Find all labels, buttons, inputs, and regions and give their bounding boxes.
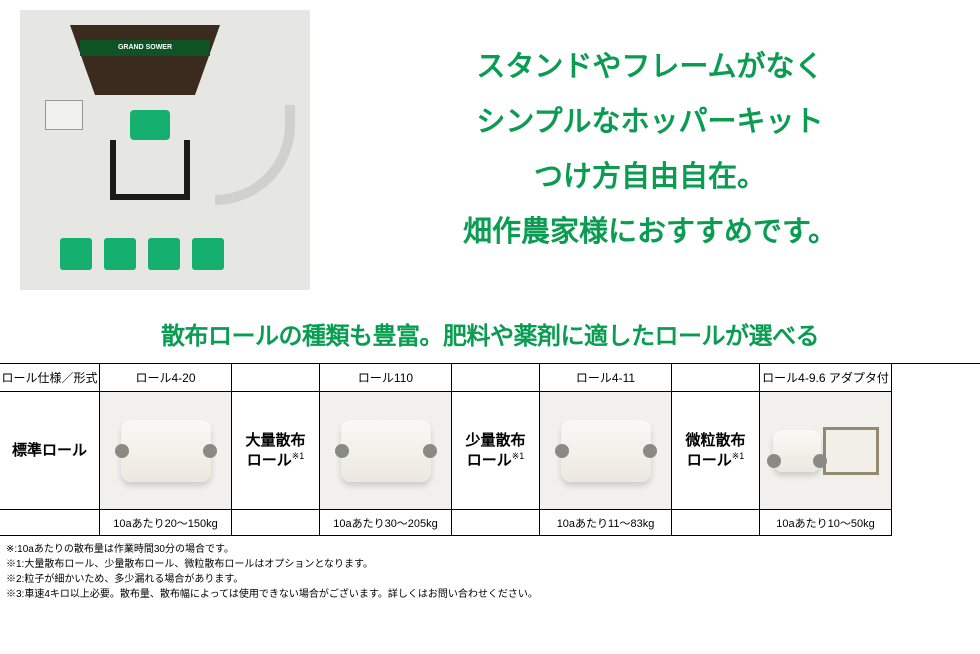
roll-cylinder-icon xyxy=(341,420,431,482)
roll-spec-table: ロール仕様／形式 ロール4-20 ロール110 ロール4-11 ロール4-9.6… xyxy=(0,363,980,536)
category-0: 標準ロール xyxy=(0,392,100,510)
table-body-row: 標準ロール 大量散布 ロール※1 少量散布 ロール※1 微粒散布 ロール※1 xyxy=(0,392,980,510)
spreader-wheel-icon xyxy=(130,110,170,140)
knobs-row xyxy=(60,238,224,270)
header-model-2: ロール4-11 xyxy=(540,364,672,392)
header-blank-2 xyxy=(452,364,540,392)
header-model-1: ロール110 xyxy=(320,364,452,392)
caption-0: 10aあたり20～150kg xyxy=(100,510,232,536)
caption-1: 10aあたり30～205kg xyxy=(320,510,452,536)
header-blank-1 xyxy=(232,364,320,392)
product-image: GRAND SOWER xyxy=(20,10,310,290)
headline-line-2: シンプルなホッパーキット xyxy=(340,95,960,150)
headline-line-4: 畑作農家様におすすめです。 xyxy=(340,205,960,260)
caption-blank-3 xyxy=(672,510,760,536)
knob-icon xyxy=(104,238,136,270)
caption-3: 10aあたり10～50kg xyxy=(760,510,892,536)
headline-block: スタンドやフレームがなく シンプルなホッパーキット つけ方自由自在。 畑作農家様… xyxy=(340,40,960,260)
category-3: 微粒散布 ロール※1 xyxy=(672,392,760,510)
header-blank-3 xyxy=(672,364,760,392)
control-box-icon xyxy=(45,100,83,130)
knob-icon xyxy=(148,238,180,270)
footnotes: ※:10aあたりの散布量は作業時間30分の場合です。 ※1:大量散布ロール、少量… xyxy=(0,536,980,602)
footnote-2: ※2:粒子が細かいため、多少漏れる場合があります。 xyxy=(6,572,974,587)
table-header-row: ロール仕様／形式 ロール4-20 ロール110 ロール4-11 ロール4-9.6… xyxy=(0,364,980,392)
roll-cylinder-icon xyxy=(561,420,651,482)
knob-icon xyxy=(60,238,92,270)
footnote-mark-3: ※1 xyxy=(732,451,745,461)
footnote-0: ※:10aあたりの散布量は作業時間30分の場合です。 xyxy=(6,542,974,557)
caption-blank-2 xyxy=(452,510,540,536)
subheading: 散布ロールの種類も豊富。肥料や薬剤に適したロールが選べる xyxy=(0,316,980,351)
knob-icon xyxy=(192,238,224,270)
stand-frame-icon xyxy=(110,140,190,200)
header-model-3: ロール4-9.6 アダプタ付 xyxy=(760,364,892,392)
roll-image-0 xyxy=(100,392,232,510)
hopper-icon xyxy=(70,25,220,95)
caption-2: 10aあたり11～83kg xyxy=(540,510,672,536)
footnote-1: ※1:大量散布ロール、少量散布ロール、微粒散布ロールはオプションとなります。 xyxy=(6,557,974,572)
product-label: GRAND SOWER xyxy=(80,40,210,56)
category-0-text: 標準ロール xyxy=(12,441,87,461)
footnote-3: ※3:車速4キロ以上必要。散布量、散布幅によっては使用できない場合がございます。… xyxy=(6,587,974,602)
footnote-mark-2: ※1 xyxy=(512,451,525,461)
category-2: 少量散布 ロール※1 xyxy=(452,392,540,510)
header-spec: ロール仕様／形式 xyxy=(0,364,100,392)
caption-blank-0 xyxy=(0,510,100,536)
headline-line-1: スタンドやフレームがなく xyxy=(340,40,960,95)
roll-cylinder-icon xyxy=(773,430,821,472)
roll-image-2 xyxy=(540,392,672,510)
roll-cylinder-icon xyxy=(121,420,211,482)
headline-line-3: つけ方自由自在。 xyxy=(340,150,960,205)
hose-icon xyxy=(215,105,295,205)
roll-image-1 xyxy=(320,392,452,510)
top-section: GRAND SOWER スタンドやフレームがなく シンプルなホッパーキット つけ… xyxy=(0,0,980,310)
table-caption-row: 10aあたり20～150kg 10aあたり30～205kg 10aあたり11～8… xyxy=(0,510,980,536)
caption-blank-1 xyxy=(232,510,320,536)
adapter-plate-icon xyxy=(823,427,879,475)
category-1: 大量散布 ロール※1 xyxy=(232,392,320,510)
header-model-0: ロール4-20 xyxy=(100,364,232,392)
roll-image-3 xyxy=(760,392,892,510)
footnote-mark-1: ※1 xyxy=(292,451,305,461)
